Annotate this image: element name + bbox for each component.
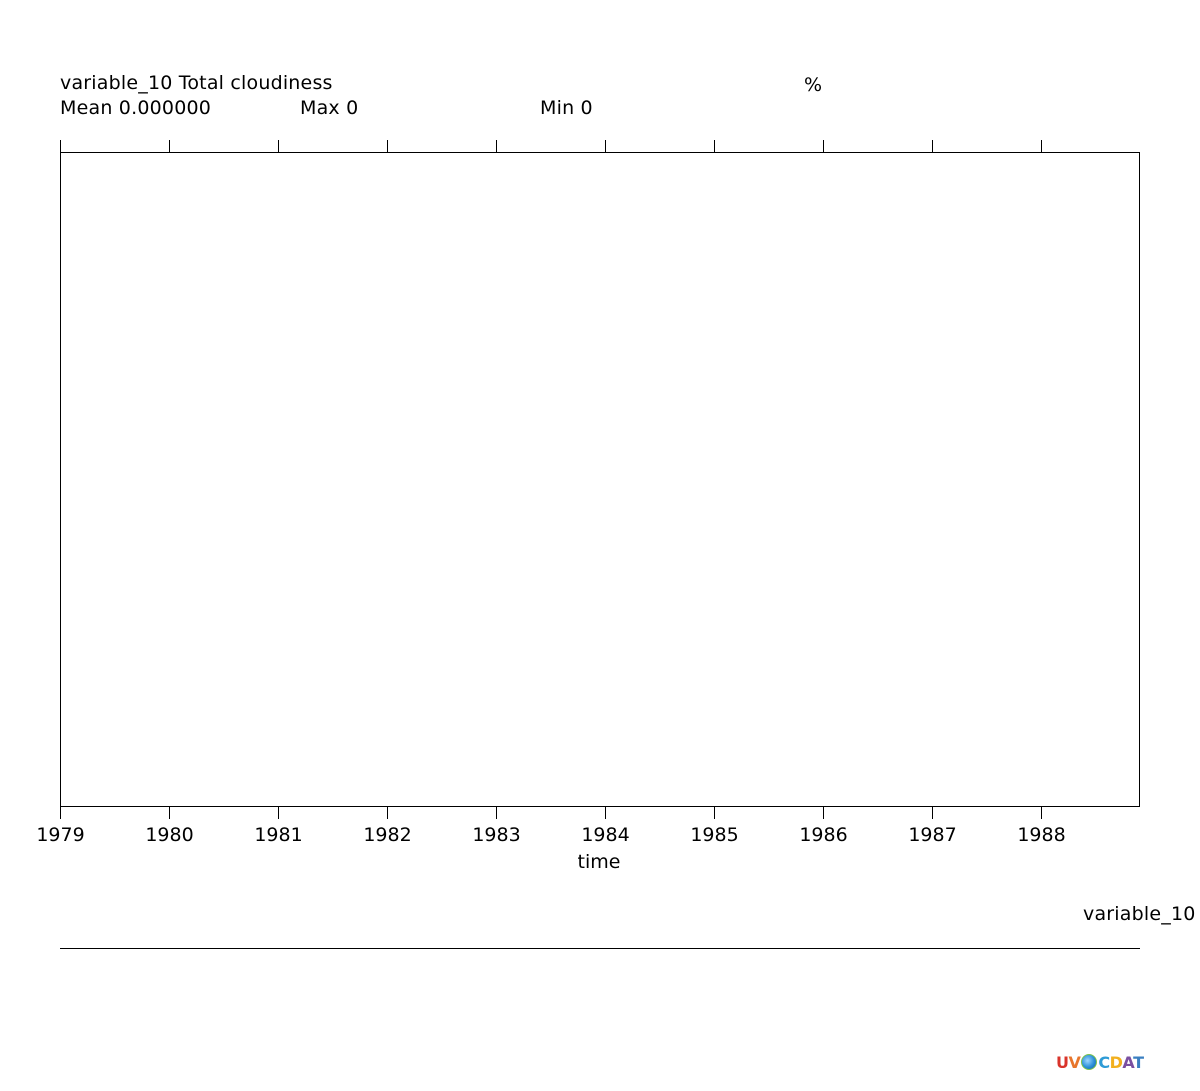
- x-tick-label-1987: 1987: [908, 824, 956, 846]
- x-tick-label-1979: 1979: [36, 824, 84, 846]
- units-label: %: [804, 74, 823, 96]
- mean-stat: Mean 0.000000: [60, 97, 212, 119]
- logo-text-after: CDAT: [1098, 1053, 1144, 1072]
- x-tick-label-1982: 1982: [363, 824, 411, 846]
- x-tick-label-1986: 1986: [799, 824, 847, 846]
- x-tick-label-1988: 1988: [1017, 824, 1065, 846]
- logo-text-before: UV: [1056, 1053, 1081, 1072]
- max-stat: Max 0: [300, 97, 359, 119]
- x-tick-label-1980: 1980: [145, 824, 193, 846]
- x-tick-label-1983: 1983: [472, 824, 520, 846]
- x-tick-label-1985: 1985: [690, 824, 738, 846]
- top-tick-marks: [60, 140, 1042, 152]
- bottom-tick-marks: [60, 807, 1042, 819]
- min-stat: Min 0: [540, 97, 593, 119]
- x-tick-labels: 1979 1980 1981 1982 1983 1984 1985 1986 1987 1988: [36, 824, 1065, 846]
- uvcdat-logo: UV CDAT: [1056, 1053, 1144, 1073]
- x-tick-label-1984: 1984: [581, 824, 629, 846]
- chart-title: variable_10 Total cloudiness: [60, 72, 333, 94]
- plot-frame: [60, 152, 1140, 807]
- x-tick-label-1981: 1981: [254, 824, 302, 846]
- globe-icon: [1081, 1054, 1098, 1070]
- legend-label: variable_10: [1083, 903, 1196, 925]
- x-axis-label: time: [578, 851, 621, 873]
